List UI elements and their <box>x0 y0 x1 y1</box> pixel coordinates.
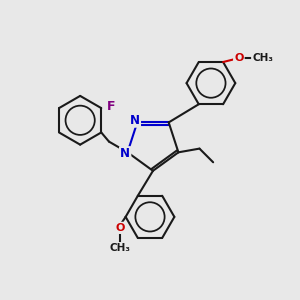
Text: F: F <box>106 100 115 113</box>
Text: N: N <box>130 113 140 127</box>
Text: O: O <box>234 53 244 64</box>
Text: O: O <box>116 223 125 233</box>
Text: CH₃: CH₃ <box>110 243 131 253</box>
Text: CH₃: CH₃ <box>252 53 273 64</box>
Text: N: N <box>120 147 130 160</box>
